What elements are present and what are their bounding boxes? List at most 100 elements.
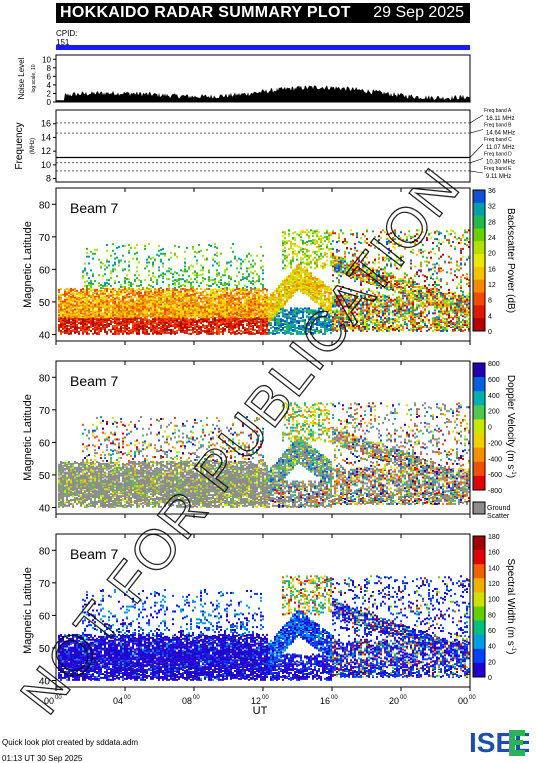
data-cell <box>70 311 72 313</box>
data-cell <box>174 313 176 315</box>
data-cell <box>246 320 248 322</box>
data-cell <box>288 315 290 317</box>
data-cell <box>76 324 78 326</box>
data-cell <box>174 271 176 273</box>
data-cell <box>194 270 196 272</box>
data-cell <box>162 253 164 255</box>
data-cell <box>304 263 306 265</box>
data-cell <box>156 279 158 281</box>
data-cell <box>126 296 128 298</box>
data-cell <box>170 329 172 331</box>
data-cell <box>114 325 116 327</box>
data-cell <box>278 329 280 331</box>
data-cell <box>184 299 186 301</box>
data-cell <box>234 256 236 258</box>
data-cell <box>252 332 254 334</box>
data-cell <box>122 308 124 310</box>
data-cell <box>178 321 180 323</box>
data-cell <box>306 274 308 276</box>
data-cell <box>162 295 164 297</box>
data-cell <box>240 315 242 317</box>
data-cell <box>298 251 300 253</box>
data-cell <box>238 258 240 260</box>
data-cell <box>172 276 174 278</box>
data-cell <box>282 231 284 233</box>
data-cell <box>184 288 186 290</box>
data-cell <box>148 314 150 316</box>
data-cell <box>250 324 252 326</box>
data-cell <box>226 307 228 309</box>
data-cell <box>164 298 166 300</box>
data-cell <box>294 309 296 311</box>
data-cell <box>172 280 174 282</box>
data-cell <box>180 269 182 271</box>
data-cell <box>240 264 242 266</box>
data-cell <box>224 271 226 273</box>
data-cell <box>152 327 154 329</box>
data-cell <box>314 263 316 265</box>
data-cell <box>218 274 220 276</box>
data-cell <box>226 298 228 300</box>
data-cell <box>152 292 154 294</box>
data-cell <box>192 281 194 283</box>
data-cell <box>94 301 96 303</box>
data-cell <box>286 321 288 323</box>
data-cell <box>294 245 296 247</box>
data-cell <box>208 301 210 303</box>
data-cell <box>230 329 232 331</box>
data-cell <box>312 232 314 234</box>
data-cell <box>148 274 150 276</box>
data-cell <box>92 273 94 275</box>
data-cell <box>286 286 288 288</box>
data-cell <box>308 237 310 239</box>
data-cell <box>260 332 262 334</box>
data-cell <box>170 321 172 323</box>
data-cell <box>184 292 186 294</box>
data-cell <box>108 305 110 307</box>
data-cell <box>226 283 228 285</box>
data-cell <box>118 281 120 283</box>
data-cell <box>152 272 154 274</box>
data-cell <box>202 277 204 279</box>
data-cell <box>166 278 168 280</box>
data-cell <box>302 254 304 256</box>
data-cell <box>242 318 244 320</box>
data-cell <box>236 291 238 293</box>
data-cell <box>68 330 70 332</box>
data-cell <box>136 325 138 327</box>
data-cell <box>144 328 146 330</box>
data-cell <box>216 327 218 329</box>
data-cell <box>304 248 306 250</box>
data-cell <box>220 328 222 330</box>
data-cell <box>128 264 130 266</box>
data-cell <box>90 280 92 282</box>
data-cell <box>228 295 230 297</box>
data-cell <box>220 276 222 278</box>
data-cell <box>236 311 238 313</box>
data-cell <box>162 289 164 291</box>
data-cell <box>90 322 92 324</box>
data-cell <box>260 260 262 262</box>
data-cell <box>158 255 160 257</box>
data-cell <box>204 325 206 327</box>
data-cell <box>236 275 238 277</box>
data-cell <box>82 308 84 310</box>
data-cell <box>302 230 304 232</box>
data-cell <box>154 259 156 261</box>
data-cell <box>286 276 288 278</box>
data-cell <box>114 282 116 284</box>
data-cell <box>108 264 110 266</box>
data-cell <box>104 268 106 270</box>
data-cell <box>130 282 132 284</box>
data-cell <box>136 244 138 246</box>
data-cell <box>114 258 116 260</box>
data-cell <box>286 296 288 298</box>
data-cell <box>166 288 168 290</box>
data-cell <box>306 249 308 251</box>
data-cell <box>308 264 310 266</box>
data-cell <box>120 315 122 317</box>
data-cell <box>200 328 202 330</box>
data-cell <box>238 271 240 273</box>
data-cell <box>208 244 210 246</box>
data-cell <box>148 305 150 307</box>
